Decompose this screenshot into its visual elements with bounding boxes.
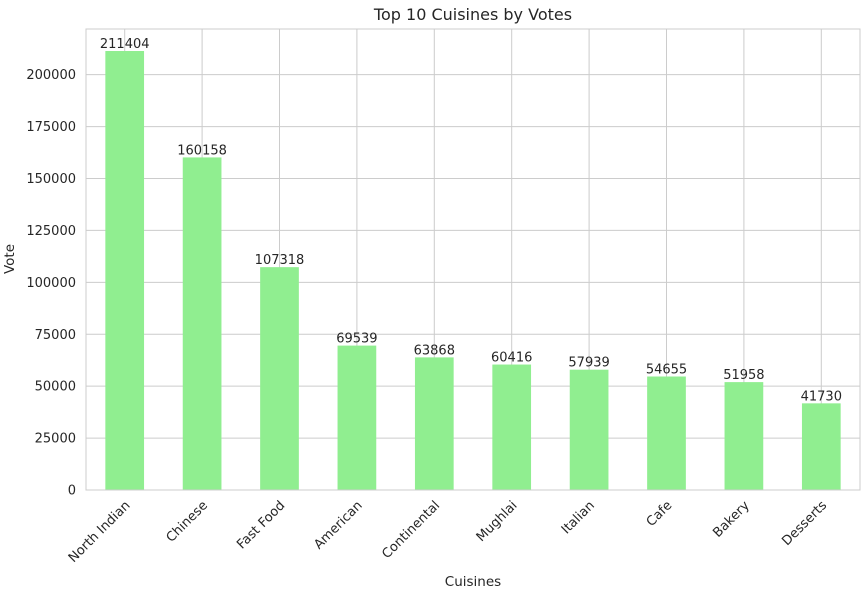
y-axis-title: Vote [2,244,18,274]
y-tick-label: 150000 [26,172,76,187]
y-tick-label: 100000 [26,276,76,291]
bar [337,345,377,490]
bar-value-label: 63868 [414,343,455,358]
y-tick-label: 50000 [35,380,76,395]
bar-value-label: 69539 [336,332,377,347]
data-labels-layer: 211404 160158 107318 69539 63868 60416 57939 54… [100,37,842,404]
x-axis-title: Cuisines [445,574,501,590]
bar-value-label: 57939 [568,356,609,371]
bar-value-label: 60416 [491,351,532,366]
y-tick-label: 75000 [35,328,76,343]
bar-value-label: 107318 [255,253,305,268]
bars-layer [105,51,841,490]
y-tick-label: 25000 [35,432,76,447]
bar [801,403,841,490]
bar [492,364,532,490]
bar-value-label: 51958 [723,368,764,383]
y-tick-label: 125000 [26,224,76,239]
bar [414,357,454,490]
bar [105,51,145,490]
bar [724,382,764,490]
bar-value-label: 54655 [646,363,687,378]
y-ticks-layer: 0 25000 50000 75000 100000 125000 150000 175000… [26,68,76,498]
chart-title: Top 10 Cuisines by Votes [373,5,572,24]
bar-value-label: 211404 [100,37,150,52]
bar [182,157,222,490]
y-tick-label: 200000 [26,68,76,83]
bar-value-label: 160158 [177,143,227,158]
y-tick-label: 175000 [26,120,76,135]
plot-frame [85,28,861,491]
bar-value-label: 41730 [801,389,842,404]
bar [569,369,609,490]
y-tick-label: 0 [68,484,76,499]
bar [260,267,299,490]
bar [647,376,686,490]
